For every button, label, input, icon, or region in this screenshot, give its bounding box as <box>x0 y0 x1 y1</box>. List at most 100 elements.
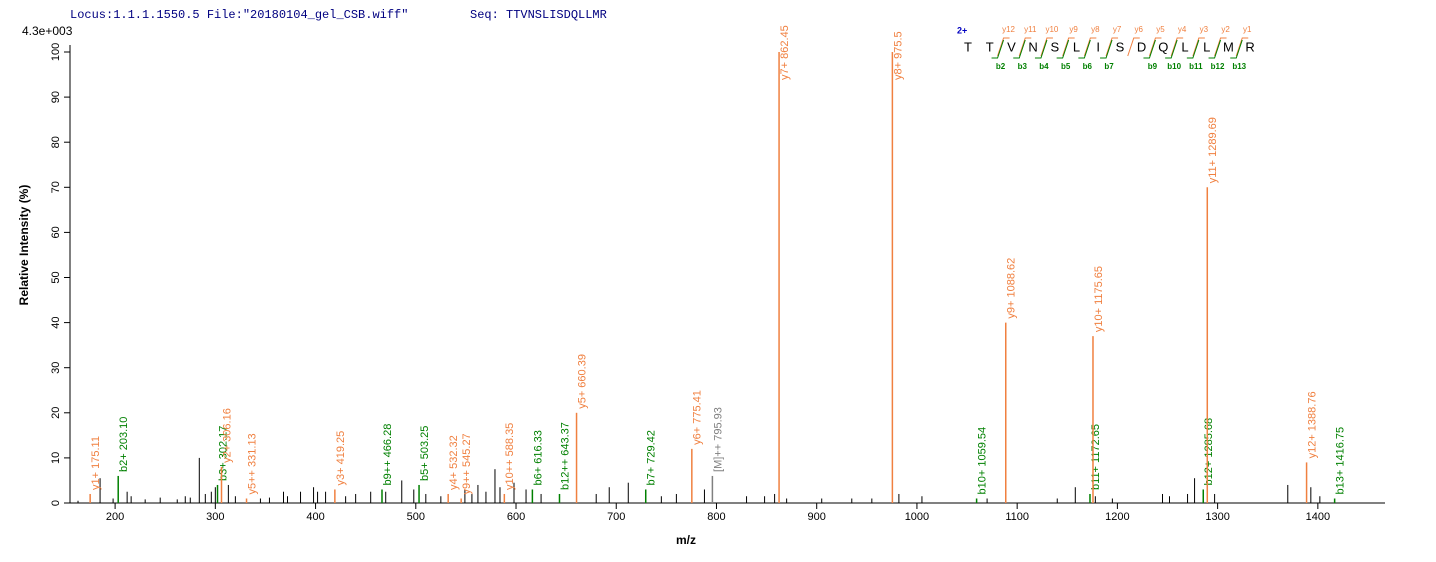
y-ion: y8 <box>1091 25 1100 34</box>
residue: I <box>1096 39 1100 54</box>
residue: T <box>986 39 994 54</box>
y-cleavage <box>1062 37 1075 57</box>
y-tick-label: 20 <box>50 407 62 419</box>
y-tick-label: 0 <box>50 500 62 506</box>
y-cleavage <box>1192 37 1205 57</box>
x-tick-label: 200 <box>106 511 124 523</box>
b-ion: b4 <box>1039 62 1049 71</box>
peak-label: y11+ 1289.69 <box>1207 117 1219 183</box>
peak-label: b9++ 466.28 <box>382 424 394 486</box>
peak-label: b13+ 1416.75 <box>1335 427 1347 495</box>
residue: L <box>1073 39 1080 54</box>
peak-label: y3+ 419.25 <box>335 431 347 486</box>
peak-label: y1+ 175.11 <box>90 436 102 490</box>
peak-label: y7+ 862.45 <box>779 25 791 80</box>
b-cleavage <box>1100 39 1113 59</box>
residue: R <box>1245 39 1254 54</box>
x-tick-label: 1100 <box>1005 511 1029 523</box>
x-tick-label: 1400 <box>1306 511 1330 523</box>
y-cleavage <box>1127 37 1140 57</box>
y-ion: y9 <box>1069 25 1078 34</box>
peak-label: y8+ 975.5 <box>892 31 904 80</box>
y-tick-label: 100 <box>50 43 62 61</box>
charge: 2+ <box>957 25 967 35</box>
x-tick-label: 300 <box>206 511 224 523</box>
y-ion: y10 <box>1045 25 1058 34</box>
y-tick-label: 50 <box>50 271 62 283</box>
peak-label: b11+ 1172.65 <box>1090 424 1102 490</box>
peak-label: y4+ 532.32 <box>448 435 460 490</box>
b-cleavage <box>1186 39 1200 59</box>
x-tick-label: 1300 <box>1205 511 1229 523</box>
y-cleavage <box>1105 37 1119 57</box>
y-cleavage <box>997 37 1010 57</box>
y-cleavage <box>1235 37 1249 57</box>
x-tick-label: 1200 <box>1105 511 1129 523</box>
b-cleavage <box>1208 39 1222 59</box>
y-cleavage <box>1083 37 1097 57</box>
y-tick-label: 70 <box>50 181 62 193</box>
peak-label: b10+ 1059.54 <box>977 427 989 495</box>
b-ion: b5 <box>1061 62 1071 71</box>
y-ion: y7 <box>1113 25 1122 34</box>
x-tick-label: 700 <box>607 511 625 523</box>
y-cleavage <box>1040 37 1053 57</box>
peak-label: y5++ 331.13 <box>246 433 258 494</box>
x-axis-title: m/z <box>676 533 696 547</box>
peak-label: [M]++ 795.93 <box>712 407 724 472</box>
peak-label: b12++ 643.37 <box>559 422 571 490</box>
b-ion: b9 <box>1148 62 1158 71</box>
x-tick-label: 500 <box>407 511 425 523</box>
b-cleavage <box>1143 39 1156 59</box>
x-tick-label: 600 <box>507 511 525 523</box>
peak-label: b6+ 616.33 <box>532 430 544 485</box>
b-ion: b12 <box>1211 62 1225 71</box>
y-cleavage <box>1214 37 1227 57</box>
y-ion: y2 <box>1221 25 1230 34</box>
residue: N <box>1028 39 1037 54</box>
peak-label: y9+ 1088.62 <box>1006 258 1018 319</box>
y-ion: y3 <box>1200 25 1209 34</box>
residue: L <box>1203 39 1210 54</box>
b-ion: b2 <box>996 62 1006 71</box>
y-tick-label: 90 <box>50 91 62 103</box>
b-ion: b13 <box>1232 62 1246 71</box>
residue: T <box>964 39 972 54</box>
y-ion: y12 <box>1002 25 1015 34</box>
y-tick-label: 30 <box>50 362 62 374</box>
b-cleavage <box>1078 39 1091 59</box>
peak-label: y10++ 588.35 <box>504 423 516 490</box>
sequence-header: Seq: TTVNSLISDQLLMR <box>470 8 607 22</box>
peak-label: y10+ 1175.65 <box>1093 266 1105 332</box>
y-axis-title: Relative Intensity (%) <box>17 185 31 306</box>
residue: S <box>1050 39 1059 54</box>
peak-label: b12+ 1285.68 <box>1203 418 1215 486</box>
x-tick-label: 1000 <box>905 511 929 523</box>
b-cleavage <box>1034 39 1048 59</box>
peak-label: y12+ 1388.76 <box>1306 391 1318 458</box>
residue: D <box>1137 39 1146 54</box>
y-cleavage <box>1170 37 1184 57</box>
y-ion: y11 <box>1024 25 1037 34</box>
x-tick-label: 800 <box>707 511 725 523</box>
peak-label: y9++ 545.27 <box>461 433 473 494</box>
b-ion: b11 <box>1189 62 1203 71</box>
peak-label: b2+ 203.10 <box>118 417 130 472</box>
y-tick-label: 80 <box>50 136 62 148</box>
x-tick-label: 900 <box>808 511 826 523</box>
b-cleavage <box>1013 39 1026 59</box>
residue: S <box>1116 39 1125 54</box>
b-ion: b6 <box>1083 62 1093 71</box>
residue: Q <box>1158 39 1168 54</box>
b-cleavage <box>1230 39 1243 59</box>
b-ion: b3 <box>1018 62 1028 71</box>
y-tick-label: 40 <box>50 316 62 328</box>
y-ion: y1 <box>1243 25 1252 34</box>
peak-label: b3+ 302.17 <box>217 426 229 481</box>
residue: L <box>1181 39 1188 54</box>
locus: Locus:1.1.1.1550.5 File:"20180104_gel_CS… <box>70 8 408 22</box>
peak-label: y2+ 306.16 <box>221 408 233 463</box>
b-cleavage <box>1165 39 1178 59</box>
y-cleavage <box>1148 37 1162 57</box>
